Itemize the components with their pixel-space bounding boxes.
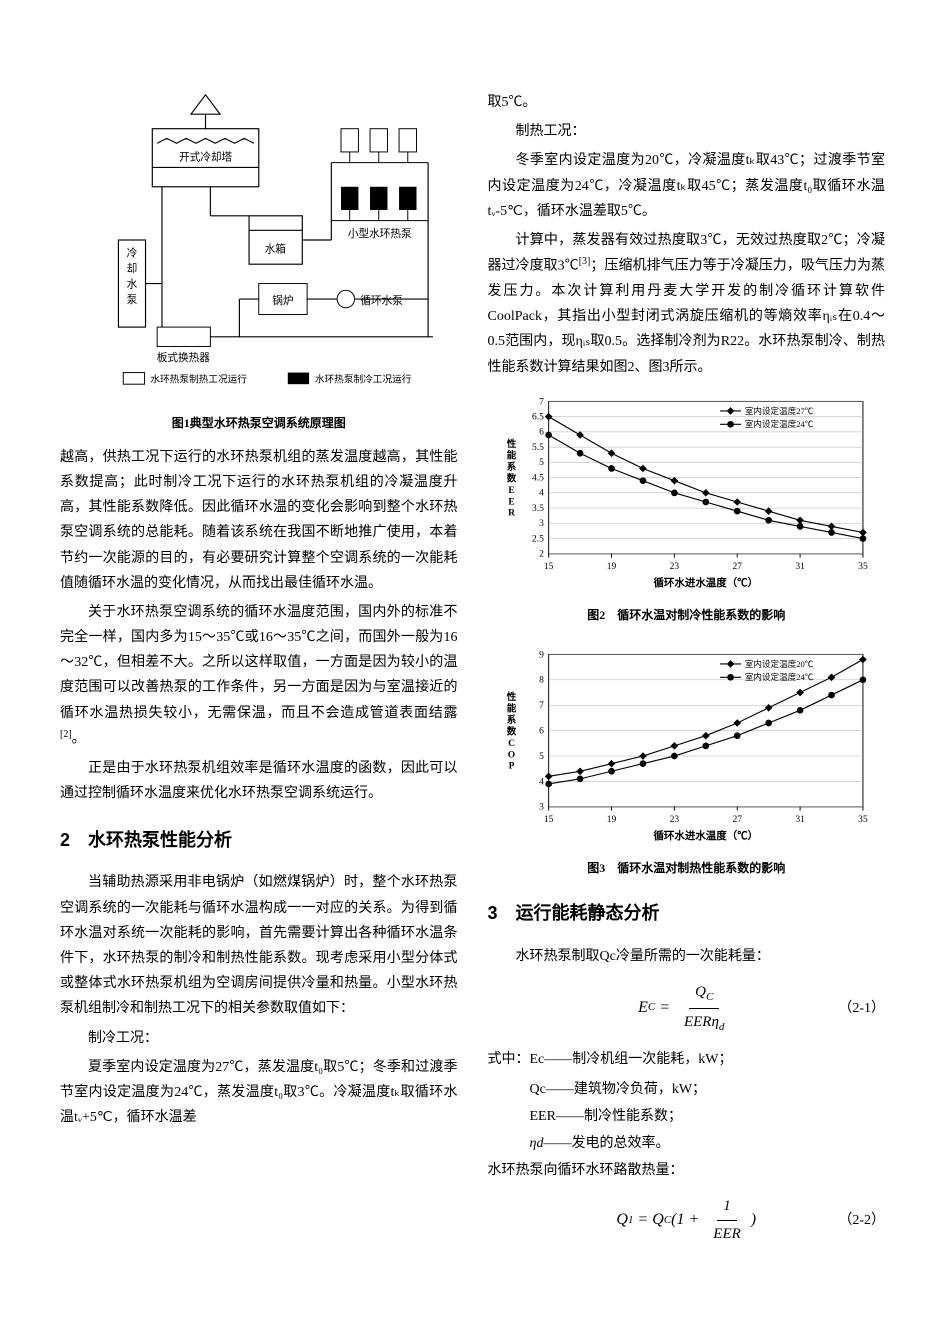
label-circ-pump: 循环水泵 xyxy=(360,294,403,307)
svg-text:O: O xyxy=(507,750,514,760)
label-small-pump: 小型水环热泵 xyxy=(348,227,412,240)
svg-text:性: 性 xyxy=(506,438,516,450)
svg-text:数: 数 xyxy=(505,472,516,484)
left-p5: 夏季室内设定温度为27℃，蒸发温度t₀取5℃；冬季和过渡季节室内设定温度为24℃… xyxy=(60,1055,458,1131)
svg-text:6: 6 xyxy=(539,726,544,736)
svg-text:27: 27 xyxy=(732,815,742,825)
svg-text:E: E xyxy=(508,486,514,496)
svg-text:31: 31 xyxy=(795,815,805,825)
right-column: 取5℃。 制热工况： 冬季室内设定温度为20℃，冷凝温度tₖ取43℃；过渡季节室… xyxy=(488,90,886,1258)
svg-text:P: P xyxy=(508,761,514,771)
legend-cool: 水环热泵制冷工况运行 xyxy=(315,373,412,385)
left-column: 开式冷却塔 冷 却 水 泵 水箱 小型水环热泵 xyxy=(60,90,458,1258)
figure1-caption: 图1典型水环热泵空调系统原理图 xyxy=(60,413,458,435)
left-p2: 关于水环热泵空调系统的循环水温度范围，国内外的标准不完全一样，国内多为15～35… xyxy=(60,600,458,752)
svg-text:4: 4 xyxy=(539,488,544,498)
svg-text:8: 8 xyxy=(539,675,544,685)
svg-text:R: R xyxy=(508,508,515,518)
where-label: 式中：Ec——制冷机组一次能耗，kW； xyxy=(488,1047,886,1072)
left-p3: 正是由于水环热泵机组效率是循环水温度的函数，因此可以通过控制循环水温度来优化水环… xyxy=(60,756,458,806)
svg-text:2: 2 xyxy=(539,549,544,559)
svg-text:4.5: 4.5 xyxy=(531,473,543,483)
label-cooling-tower: 开式冷却塔 xyxy=(179,151,232,164)
svg-text:7: 7 xyxy=(539,701,544,711)
svg-text:19: 19 xyxy=(606,815,616,825)
svg-text:能: 能 xyxy=(506,449,516,461)
svg-text:5.5: 5.5 xyxy=(531,443,543,453)
system-diagram: 开式冷却塔 冷 却 水 泵 水箱 小型水环热泵 xyxy=(60,90,458,390)
svg-text:2.5: 2.5 xyxy=(531,534,543,544)
svg-text:室内设定温度20℃: 室内设定温度20℃ xyxy=(744,657,813,668)
svg-text:能: 能 xyxy=(506,702,516,714)
svg-text:室内设定温度27℃: 室内设定温度27℃ xyxy=(744,405,813,416)
left-p1: 越高，供热工况下运行的水环热泵机组的蒸发温度越高，其性能系数提高；此时制冷工况下… xyxy=(60,445,458,596)
svg-text:循环水进水温度（℃）: 循环水进水温度（℃） xyxy=(653,829,758,842)
svg-text:5: 5 xyxy=(539,751,544,761)
right-p0: 取5℃。 xyxy=(488,90,886,115)
section2-heading: 2 水环热泵性能分析 xyxy=(60,824,458,856)
page-columns: 开式冷却塔 冷 却 水 泵 水箱 小型水环热泵 xyxy=(60,90,885,1258)
svg-text:4: 4 xyxy=(539,777,544,787)
svg-text:却: 却 xyxy=(127,263,138,275)
svg-text:循环水进水温度（℃）: 循环水进水温度（℃） xyxy=(653,576,758,589)
svg-text:31: 31 xyxy=(795,562,805,572)
label-boiler: 锅炉 xyxy=(272,295,293,307)
label-plate-hx: 板式换热器 xyxy=(157,351,210,364)
legend-heat: 水环热泵制热工况运行 xyxy=(150,373,247,385)
equation-2-1: EC = QC EERηd （2-1） xyxy=(488,979,886,1038)
equation-2-2: Q1 = QC(1 + 1 EER ) （2-2） xyxy=(488,1193,886,1248)
svg-text:C: C xyxy=(508,738,515,748)
svg-text:冷: 冷 xyxy=(127,246,138,259)
svg-text:性: 性 xyxy=(506,691,516,703)
svg-text:系: 系 xyxy=(506,714,516,726)
svg-text:7: 7 xyxy=(539,397,544,407)
label-tank: 水箱 xyxy=(265,243,287,256)
svg-text:23: 23 xyxy=(669,815,679,825)
svg-text:19: 19 xyxy=(606,562,616,572)
svg-text:E: E xyxy=(508,497,514,507)
left-p5-label: 制冷工况： xyxy=(60,1026,458,1051)
right-p4: 水环热泵向循环水环路散热量： xyxy=(488,1158,886,1183)
svg-text:6.5: 6.5 xyxy=(531,412,543,422)
svg-text:数: 数 xyxy=(505,725,516,737)
svg-text:15: 15 xyxy=(543,815,553,825)
svg-text:室内设定温度24℃: 室内设定温度24℃ xyxy=(744,671,813,682)
svg-text:27: 27 xyxy=(732,562,742,572)
chart-eer: 2 2.5 3 3.5 4 4.5 5 5.5 6 6.5 7 15 19 23 27 31 35 室内设定温度2… xyxy=(488,390,886,590)
figure3-caption: 图3 循环水温对制热性能系数的影响 xyxy=(488,858,886,880)
svg-text:35: 35 xyxy=(858,815,868,825)
right-p3: 水环热泵制取Qc冷量所需的一次能耗量： xyxy=(488,944,886,969)
svg-text:6: 6 xyxy=(539,427,544,437)
svg-text:35: 35 xyxy=(858,562,868,572)
svg-text:水: 水 xyxy=(127,278,138,290)
svg-text:3: 3 xyxy=(539,519,544,529)
right-p2: 计算中，蒸发器有效过热度取3℃，无效过热度取2℃；冷凝器过冷度取3℃[3]；压缩… xyxy=(488,228,886,380)
svg-text:23: 23 xyxy=(669,562,679,572)
svg-text:3: 3 xyxy=(539,802,544,812)
section3-heading: 3 运行能耗静态分析 xyxy=(488,897,886,929)
svg-text:9: 9 xyxy=(539,650,544,660)
right-p1: 冬季室内设定温度为20℃，冷凝温度tₖ取43℃；过渡季节室内设定温度为24℃，冷… xyxy=(488,148,886,224)
svg-text:5: 5 xyxy=(539,458,544,468)
svg-text:系: 系 xyxy=(506,461,516,473)
where-block: Qc——建筑物冷负荷，kW； EER——制冷性能系数； ηd——发电的总效率。 xyxy=(530,1077,886,1157)
chart-cop: 3 4 5 6 7 8 9 15 19 23 27 31 35 室内设定温度20℃ 室内设定温度24℃ 循环水… xyxy=(488,643,886,843)
figure2-caption: 图2 循环水温对制冷性能系数的影响 xyxy=(488,605,886,627)
svg-text:3.5: 3.5 xyxy=(531,504,543,514)
left-p4: 当辅助热源采用非电锅炉（如燃煤锅炉）时，整个水环热泵空调系统的一次能耗与循环水温… xyxy=(60,870,458,1021)
right-p1-label: 制热工况： xyxy=(488,119,886,144)
svg-text:15: 15 xyxy=(543,562,553,572)
svg-text:室内设定温度24℃: 室内设定温度24℃ xyxy=(744,418,813,429)
svg-text:泵: 泵 xyxy=(127,294,138,306)
